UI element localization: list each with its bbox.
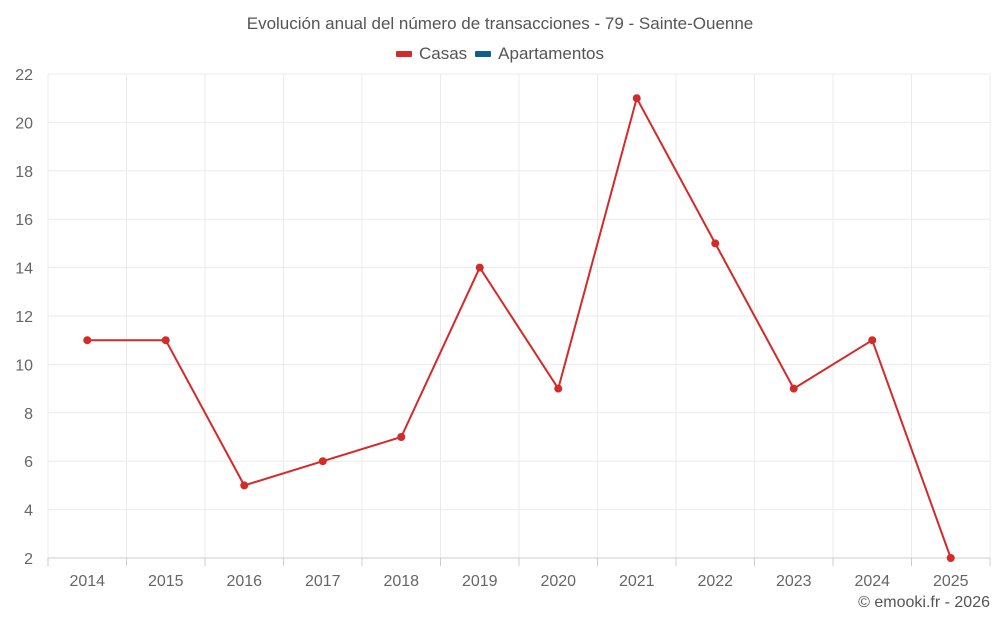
data-point-casas-2016 [240,481,249,490]
x-tick-label: 2014 [69,573,105,590]
x-tick-label: 2019 [462,573,498,590]
y-tick-label: 20 [15,115,33,132]
legend-swatch-apartamentos [475,51,492,57]
legend-label-apartamentos: Apartamentos [498,44,605,63]
x-tick-label: 2022 [697,573,733,590]
y-tick-label: 22 [15,67,33,84]
data-point-casas-2025 [946,554,955,562]
data-point-casas-2023 [789,384,798,393]
y-tick-label: 6 [24,454,33,471]
y-tick-label: 16 [15,212,33,229]
y-tick-label: 18 [15,164,33,181]
data-point-casas-2024 [868,336,877,345]
y-tick-label: 12 [15,309,33,326]
data-point-casas-2014 [83,336,92,345]
legend-item-apartamentos[interactable]: Apartamentos [475,44,604,64]
x-tick-label: 2023 [776,573,812,590]
data-point-casas-2021 [632,94,641,103]
x-tick-label: 2021 [619,573,655,590]
y-tick-label: 10 [15,357,33,374]
x-tick-label: 2018 [383,573,419,590]
y-tick-label: 4 [24,503,33,520]
x-tick-label: 2015 [148,573,184,590]
data-point-casas-2015 [161,336,170,345]
x-tick-label: 2016 [226,573,262,590]
x-tick-label: 2025 [933,573,969,590]
legend-item-casas[interactable]: Casas [395,44,468,64]
y-tick-label: 14 [15,261,33,278]
y-tick-label: 2 [24,551,33,568]
y-tick-label: 8 [24,406,33,423]
legend: Casas Apartamentos [0,44,1000,64]
legend-label-casas: Casas [418,44,468,63]
x-tick-label: 2017 [305,573,341,590]
data-point-casas-2019 [475,263,484,272]
data-point-casas-2017 [318,457,327,466]
data-point-casas-2018 [397,433,406,441]
x-tick-label: 2024 [854,573,890,590]
chart-title: Evolución anual del número de transaccio… [246,14,754,33]
data-point-casas-2020 [554,384,563,393]
credit-text: © emooki.fr - 2026 [858,594,990,611]
legend-swatch-casas [395,51,412,57]
x-tick-label: 2020 [540,573,576,590]
series-line-casas [87,97,952,559]
data-point-casas-2022 [711,239,720,248]
